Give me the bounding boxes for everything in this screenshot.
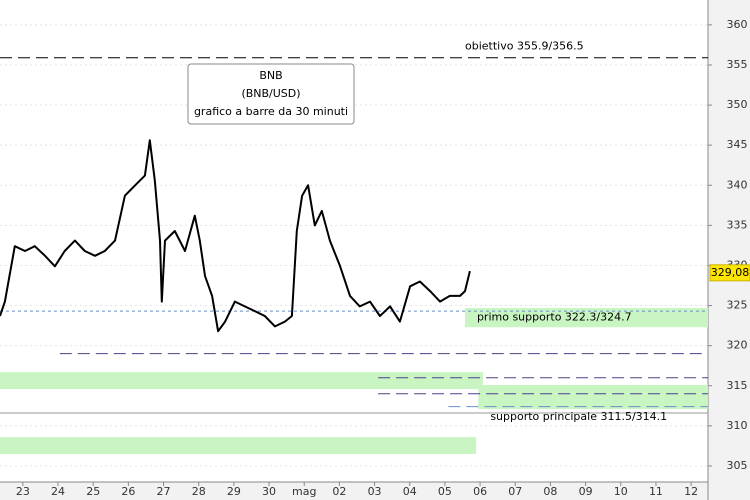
y-tick-label: 315	[727, 379, 748, 392]
support-zone	[478, 384, 708, 410]
y-tick-label: 340	[727, 178, 748, 191]
x-tick-label: 05	[438, 485, 452, 498]
x-tick-label: 27	[157, 485, 171, 498]
zone-label: supporto principale 311.5/314.1	[490, 410, 667, 423]
plot	[0, 24, 708, 467]
support-zone	[0, 437, 477, 454]
chart-title: BNB	[259, 69, 282, 82]
price-line	[0, 139, 471, 333]
x-tick-label: 09	[579, 485, 593, 498]
x-tick-label: 30	[262, 485, 276, 498]
last-price-tag	[709, 264, 750, 282]
y-tick-label: 360	[727, 18, 748, 31]
x-tick-label: 28	[192, 485, 206, 498]
y-tick-label: 325	[727, 299, 748, 312]
x-tick-label: 25	[86, 485, 100, 498]
y-tick-label: 310	[727, 419, 748, 432]
y-tick-label: 305	[727, 459, 748, 472]
x-tick-label: 26	[121, 485, 135, 498]
support-zone	[0, 372, 483, 389]
y-tick-label: 320	[727, 339, 748, 352]
x-tick-label: 23	[16, 485, 30, 498]
x-tick-label: 11	[649, 485, 663, 498]
x-tick-label: 08	[543, 485, 557, 498]
x-tick-label: mag	[292, 485, 316, 498]
x-tick-label: 10	[614, 485, 628, 498]
x-axis-band	[0, 482, 708, 500]
x-tick-label: 29	[227, 485, 241, 498]
y-tick-label: 345	[727, 138, 748, 151]
chart-note: grafico a barre da 30 minuti	[194, 105, 348, 118]
x-tick-label: 03	[368, 485, 382, 498]
info-box	[187, 63, 355, 125]
chart-subtitle: (BNB/USD)	[241, 87, 300, 100]
level-label: obiettivo 355.9/356.5	[465, 40, 584, 53]
x-tick-label: 02	[332, 485, 346, 498]
x-tick-label: 06	[473, 485, 487, 498]
x-tick-label: 04	[403, 485, 417, 498]
support-zone	[464, 307, 708, 328]
y-axis-band	[708, 0, 750, 500]
x-tick-label: 24	[51, 485, 65, 498]
zone-label: primo supporto 322.3/324.7	[477, 311, 632, 324]
x-tick-label: 12	[684, 485, 698, 498]
last-price-label: 329,08	[711, 266, 750, 279]
x-tick-label: 07	[508, 485, 522, 498]
y-tick-label: 355	[727, 58, 748, 71]
y-tick-label: 350	[727, 98, 748, 111]
y-tick-label: 335	[727, 218, 748, 231]
